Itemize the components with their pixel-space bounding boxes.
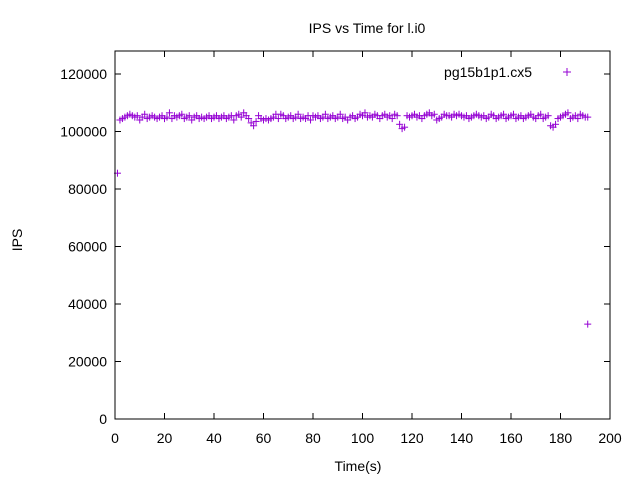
data-point	[141, 110, 149, 118]
data-point	[274, 115, 282, 123]
y-tick-label: 80000	[68, 181, 107, 197]
data-point	[336, 110, 344, 118]
data-point	[245, 115, 253, 123]
data-point	[163, 113, 171, 121]
data-point	[388, 115, 396, 123]
data-point	[230, 116, 238, 124]
data-point	[250, 122, 258, 130]
x-tick-label: 20	[157, 430, 173, 446]
x-tick-label: 180	[549, 430, 573, 446]
chart-title: IPS vs Time for l.i0	[309, 20, 426, 36]
data-point	[237, 113, 245, 121]
data-point	[307, 116, 315, 124]
y-tick-label: 0	[99, 411, 107, 427]
data-point	[165, 109, 173, 117]
data-point	[500, 110, 508, 118]
data-point	[178, 110, 186, 118]
data-point	[294, 110, 302, 118]
data-points	[113, 109, 592, 328]
data-point	[537, 110, 545, 118]
x-tick-label: 40	[206, 430, 222, 446]
y-tick-label: 100000	[60, 124, 107, 140]
x-axis-label: Time(s)	[335, 458, 382, 474]
data-point	[509, 110, 517, 118]
x-tick-label: 0	[111, 430, 119, 446]
data-point	[185, 112, 193, 120]
y-tick-label: 60000	[68, 239, 107, 255]
legend: pg15b1p1.cx5	[444, 64, 571, 80]
data-point	[401, 123, 409, 131]
data-point	[584, 113, 592, 121]
x-tick-label: 120	[400, 430, 424, 446]
legend-marker	[563, 68, 571, 76]
x-tick-label: 140	[450, 430, 474, 446]
data-point	[430, 110, 438, 118]
data-point	[396, 120, 404, 128]
data-point	[321, 110, 329, 118]
data-point	[393, 112, 401, 120]
x-tick-label: 160	[499, 430, 523, 446]
y-tick-label: 20000	[68, 354, 107, 370]
legend-label: pg15b1p1.cx5	[444, 64, 532, 80]
x-tick-label: 60	[256, 430, 272, 446]
x-tick-label: 200	[598, 430, 622, 446]
data-point	[584, 320, 592, 328]
data-point	[133, 112, 141, 120]
y-axis-label: IPS	[9, 229, 25, 252]
data-point	[361, 109, 369, 117]
data-point	[552, 120, 560, 128]
data-point	[544, 112, 552, 120]
y-tick-label: 120000	[60, 66, 107, 82]
y-tick-label: 40000	[68, 296, 107, 312]
data-point	[564, 109, 572, 117]
data-point	[252, 117, 260, 125]
axis-ticks: 0 20 40 60 80 100 120 140 160 180 200 0 20000 40000 60…	[60, 51, 622, 446]
x-tick-label: 80	[305, 430, 321, 446]
x-tick-label: 100	[351, 430, 375, 446]
data-point	[574, 115, 582, 123]
plot-border	[114, 50, 611, 420]
